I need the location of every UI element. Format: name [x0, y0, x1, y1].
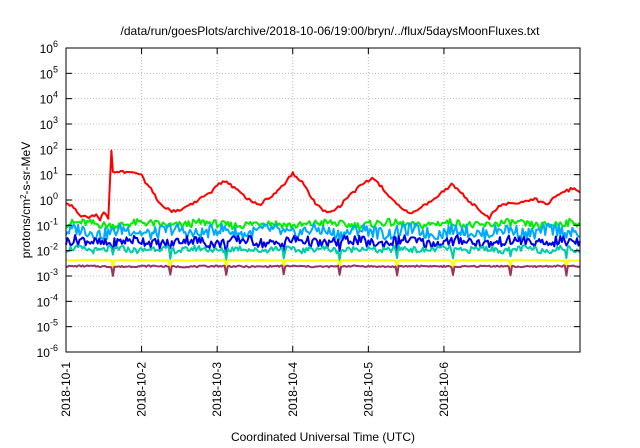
y-tick-label: 101	[40, 166, 58, 183]
y-tick-label: 102	[40, 140, 58, 157]
y-tick-label: 10-3	[37, 267, 58, 284]
grid	[66, 48, 580, 352]
series-line-5	[65, 244, 581, 262]
series-line-4	[65, 234, 581, 257]
x-axis: 2018-10-1 2018-10-2 2018-10-3 2018-10-4 2018…	[59, 48, 451, 417]
series-line-1	[65, 149, 581, 222]
y-axis: 10-6 10-5 10-4 10-3 10-2 10-1 100 101 102 103 104 1…	[37, 39, 580, 360]
y-tick-label: 104	[40, 90, 58, 107]
x-tick-label: 2018-10-3	[210, 362, 224, 417]
y-tick-label: 10-4	[37, 292, 58, 309]
y-tick-label: 105	[40, 64, 58, 81]
x-tick-label: 2018-10-6	[437, 362, 451, 417]
x-axis-label: Coordinated Universal Time (UTC)	[231, 430, 415, 444]
x-tick-label: 2018-10-2	[135, 362, 149, 417]
y-tick-label: 106	[40, 39, 58, 56]
x-tick-label: 2018-10-1	[59, 362, 73, 417]
y-tick-label: 10-5	[37, 318, 58, 335]
y-tick-label: 100	[40, 191, 58, 208]
y-tick-label: 10-1	[37, 216, 58, 233]
series-line-6	[65, 258, 581, 271]
y-tick-label: 10-6	[37, 343, 58, 360]
y-tick-label: 103	[40, 115, 58, 132]
y-tick-label: 10-2	[37, 242, 58, 259]
series-line-7	[66, 264, 581, 277]
series-group	[65, 149, 581, 277]
x-tick-label: 2018-10-4	[286, 362, 300, 417]
x-tick-label: 2018-10-5	[361, 362, 375, 417]
series-line-3	[65, 221, 581, 242]
plot-frame	[65, 47, 581, 353]
chart-title: /data/run/goesPlots/archive/2018-10-06/1…	[121, 24, 541, 38]
y-axis-label: protons/cm2-s-sr-MeV	[19, 142, 33, 258]
